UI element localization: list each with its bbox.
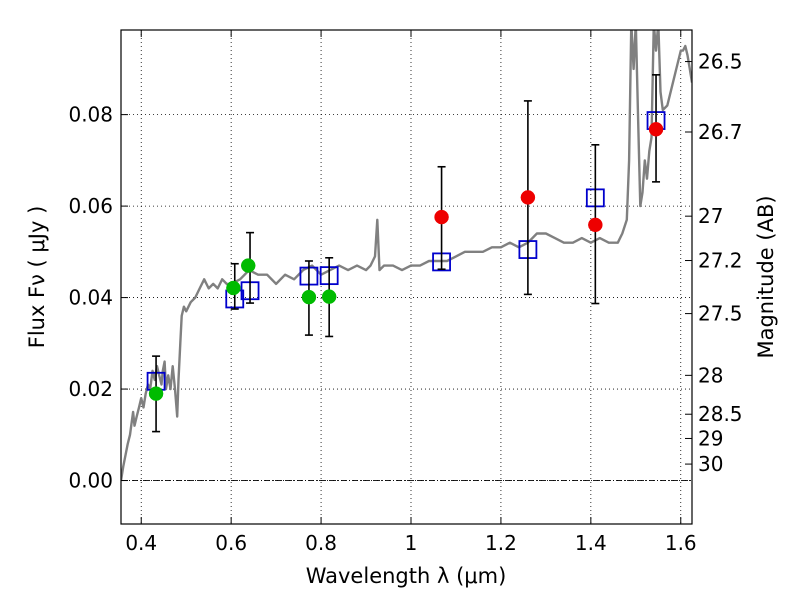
right-axis-label: Magnitude (AB)	[754, 195, 778, 358]
x-tick-label-1: 0.6	[215, 531, 247, 555]
spectrum-line	[121, 30, 692, 481]
y-tick-label-2: 0.04	[68, 286, 113, 310]
x-tick-label-3: 1	[405, 531, 418, 555]
right-tick-label-6: 28.5	[698, 402, 743, 426]
observed-point-s3-1	[226, 280, 241, 296]
right-tick-label-5: 28	[698, 363, 723, 387]
axis-tick-labels: 0.4 0.6 0.8 1 1.2 1.4 1.6 0.00 0.02 0.04 0.06 0.08 2…	[68, 50, 742, 555]
data-marks	[121, 30, 692, 481]
y-tick-label-1: 0.02	[68, 377, 113, 401]
right-tick-label-0: 26.5	[698, 50, 743, 74]
x-axis-label: Wavelength λ (μm)	[306, 564, 507, 588]
observed-point-s4-0	[434, 209, 449, 225]
x-tick-label-6: 1.6	[665, 531, 697, 555]
y-tick-label-3: 0.06	[68, 194, 113, 218]
right-tick-label-1: 26.7	[698, 120, 743, 144]
x-tick-label-2: 0.8	[305, 531, 337, 555]
y-tick-label-4: 0.08	[68, 103, 113, 127]
observed-point-s3-4	[321, 289, 337, 304]
observed-point-s4-1	[520, 190, 536, 205]
right-tick-label-7: 29	[698, 426, 723, 450]
y-tick-label-0: 0.00	[68, 469, 113, 493]
observed-point-s4-2	[588, 217, 603, 233]
observed-point-s4-3	[648, 122, 664, 137]
right-tick-label-8: 30	[698, 452, 723, 476]
right-tick-label-4: 27.5	[698, 302, 743, 326]
observed-point-s3-0	[148, 386, 164, 401]
plot-frame	[120, 29, 693, 525]
right-tick-label-2: 27	[698, 204, 723, 228]
x-tick-label-0: 0.4	[125, 531, 157, 555]
observed-point-s3-3	[301, 289, 317, 305]
plot-background	[121, 30, 692, 524]
axis-ticks	[121, 30, 692, 524]
x-tick-label-5: 1.4	[575, 531, 607, 555]
right-tick-label-3: 27.2	[698, 249, 743, 273]
y-axis-label: Flux Fν ( μJy )	[25, 206, 49, 349]
x-tick-label-4: 1.2	[485, 531, 517, 555]
observed-point-s3-2	[240, 258, 256, 273]
